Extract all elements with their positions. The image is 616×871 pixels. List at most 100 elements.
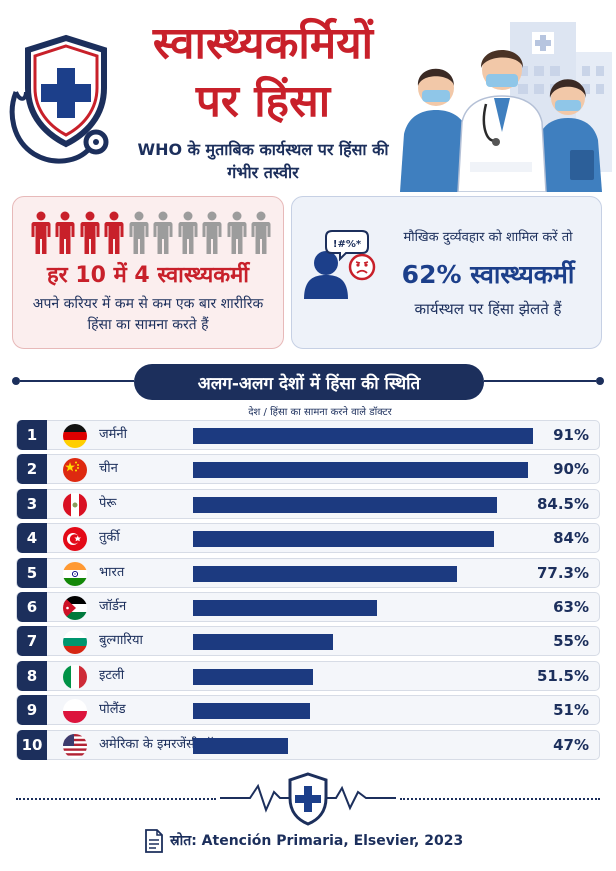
chart-row: 2 चीन 90%	[16, 454, 600, 485]
data-bar	[193, 496, 498, 513]
person-icon-highlighted	[80, 211, 100, 254]
rank-badge: 6	[17, 592, 47, 622]
person-icon-highlighted	[31, 211, 51, 254]
country-violence-bar-chart: 1 जर्मनी 91% 2 चीन 90% 3 पेरू 84.5% 4 तुर्की 84% 5 भा…	[16, 420, 600, 763]
country-label: जॉर्डन	[99, 599, 127, 614]
country-label: चीन	[99, 461, 118, 477]
bar-track	[193, 703, 539, 720]
chart-row: 3 पेरू 84.5%	[16, 488, 600, 519]
person-icon-muted	[227, 211, 246, 254]
value-label: 77.3%	[536, 563, 589, 582]
healthcare-workers-illustration	[400, 22, 612, 192]
people-icon-row	[31, 211, 271, 255]
bulgaria-flag-icon	[63, 630, 87, 655]
page-title-line-2: पर हिंसा	[195, 76, 331, 127]
value-label: 55%	[553, 632, 589, 651]
bar-track	[193, 565, 539, 582]
data-bar	[193, 600, 378, 616]
bar-track	[193, 668, 539, 685]
chart-row: 9 पोलैंड 51%	[16, 695, 600, 726]
rank-badge: 5	[17, 557, 47, 588]
data-bar	[193, 668, 313, 685]
person-icon-muted	[129, 211, 149, 254]
chart-row: 1 जर्मनी 91%	[16, 420, 600, 450]
verbal-abuse-description: कार्यस्थल पर हिंसा झेलते हैं	[414, 300, 562, 318]
person-icon-muted	[153, 211, 173, 254]
data-bar	[193, 737, 288, 754]
germany-flag-icon	[63, 424, 87, 448]
rank-badge: 2	[17, 454, 47, 485]
jordan-flag-icon	[63, 596, 87, 620]
bar-track	[193, 428, 539, 444]
value-label: 91%	[553, 426, 589, 444]
document-icon	[145, 829, 163, 853]
usa-flag-icon	[63, 733, 87, 758]
physical-violence-card: हर 10 में 4 स्वास्थ्यकर्मी अपने करियर मे…	[12, 196, 284, 349]
angry-speech-user-icon: !#%*	[304, 230, 376, 299]
rank-badge: 1	[17, 420, 47, 450]
data-bar	[193, 565, 457, 582]
bar-track	[193, 600, 539, 616]
header: स्वास्थ्यकर्मियों पर हिंसा WHO के मुताबि…	[0, 0, 616, 192]
bar-track	[193, 462, 539, 479]
heartbeat-shield-icon	[220, 772, 396, 826]
physical-violence-stat: हर 10 में 4 स्वास्थ्यकर्मी	[46, 263, 249, 288]
verbal-abuse-stat: 62% स्वास्थ्यकर्मी	[401, 260, 575, 289]
country-label: इटली	[99, 667, 125, 683]
person-icon-highlighted	[55, 211, 75, 254]
data-bar	[193, 462, 528, 479]
value-label: 47%	[553, 735, 589, 754]
value-label: 84%	[553, 529, 589, 548]
chart-row: 7 बुल्गारिया 55%	[16, 626, 600, 657]
india-flag-icon	[63, 561, 87, 586]
value-label: 51.5%	[536, 666, 589, 685]
bar-track	[193, 496, 539, 513]
verbal-abuse-lead: मौखिक दुर्व्यवहार को शामिल करें तो	[403, 230, 573, 245]
speech-symbols: !#%*	[333, 239, 362, 250]
person-icon-highlighted	[104, 211, 124, 254]
country-label: भारत	[99, 564, 125, 580]
value-label: 84.5%	[536, 494, 589, 513]
divider-line-left	[20, 380, 134, 382]
chart-row: 8 इटली 51.5%	[16, 660, 600, 691]
chart-row: 10 अमेरिका के इमरजेंसी डॉक्टर 47%	[16, 729, 600, 760]
divider-dot-left	[12, 377, 20, 385]
page-subtitle: WHO के मुताबिक कार्यस्थल पर हिंसा की गंभ…	[137, 140, 389, 182]
peru-flag-icon	[63, 492, 87, 517]
person-icon-muted	[202, 211, 222, 254]
country-label: पोलैंड	[99, 702, 126, 718]
page-title-line-1: स्वास्थ्यकर्मियों	[152, 18, 374, 69]
source-citation: स्रोत: Atención Primaria, Elsevier, 2023	[170, 833, 464, 849]
value-label: 51%	[553, 701, 589, 720]
value-label: 90%	[553, 460, 589, 479]
person-icon-muted	[178, 211, 198, 254]
verbal-abuse-card: !#%* मौखिक दुर्व्यवहार को शामिल करें तो …	[291, 196, 602, 349]
poland-flag-icon	[63, 699, 87, 724]
turkey-flag-icon	[63, 527, 87, 552]
bar-track	[193, 737, 539, 754]
person-icon-muted	[251, 211, 271, 254]
rank-badge: 8	[17, 660, 47, 691]
chart-row: 6 जॉर्डन 63%	[16, 592, 600, 622]
shield-stethoscope-icon	[9, 34, 109, 164]
bar-track	[193, 634, 539, 651]
footer-dotted-line-right	[400, 798, 600, 800]
data-bar	[193, 634, 333, 651]
data-bar	[193, 703, 311, 720]
divider-line-right	[484, 380, 596, 382]
rank-badge: 3	[17, 488, 47, 519]
section-heading: अलग-अलग देशों में हिंसा की स्थिति	[134, 364, 484, 400]
chart-row: 5 भारत 77.3%	[16, 557, 600, 588]
rank-badge: 10	[17, 729, 47, 760]
italy-flag-icon	[63, 664, 87, 689]
country-label: तुर्की	[99, 530, 120, 546]
rank-badge: 4	[17, 523, 47, 554]
country-label: पेरू	[99, 495, 117, 511]
country-label: बुल्गारिया	[99, 633, 143, 649]
chart-row: 4 तुर्की 84%	[16, 523, 600, 554]
china-flag-icon	[63, 458, 87, 483]
country-label: जर्मनी	[99, 427, 128, 442]
rank-badge: 7	[17, 626, 47, 657]
divider-dot-right	[596, 377, 604, 385]
bar-track	[193, 531, 539, 548]
